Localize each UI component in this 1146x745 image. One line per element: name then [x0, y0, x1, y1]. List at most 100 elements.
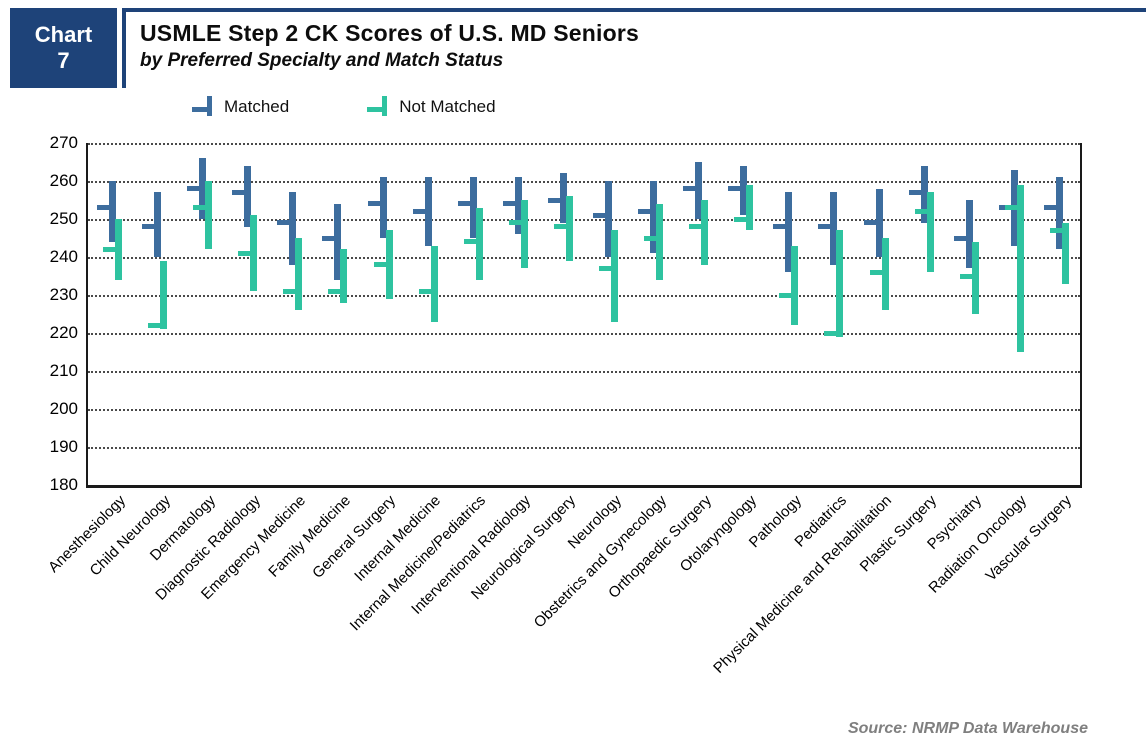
header-top-rule: [122, 8, 1146, 12]
chart-badge-word: Chart: [34, 22, 93, 47]
not-matched-range-bar: [656, 203, 664, 280]
not-matched-range-bar: [881, 238, 889, 311]
matched-median-tick: [547, 197, 561, 203]
not-matched-range-bar: [160, 260, 168, 330]
matched-range-bar: [424, 177, 432, 246]
matched-range-bar: [965, 200, 973, 269]
header-side-rule: [122, 8, 126, 88]
matched-range-marker-icon: [192, 96, 212, 118]
gridline-190: [88, 447, 1080, 449]
matched-range-bar: [244, 165, 252, 227]
y-axis-tick-label: 270: [49, 133, 78, 152]
matched-range-bar: [605, 181, 612, 257]
page-subtitle: by Preferred Specialty and Match Status: [140, 50, 504, 71]
not-matched-median-tick: [1004, 205, 1018, 211]
matched-median-tick: [683, 186, 697, 192]
matched-median-tick: [773, 224, 787, 230]
matched-median-tick: [97, 205, 110, 211]
gridline-230: [88, 295, 1080, 297]
y-axis-tick-label: 200: [49, 399, 78, 418]
gridline-210: [88, 371, 1080, 373]
matched-median-tick: [863, 220, 877, 226]
matched-median-tick: [1043, 205, 1057, 211]
not-matched-range-marker-icon: [367, 96, 388, 118]
matched-median-tick: [728, 186, 742, 192]
not-matched-median-tick: [824, 330, 838, 336]
not-matched-median-tick: [599, 265, 612, 271]
matched-range-bar: [740, 165, 748, 216]
matched-range-bar: [199, 158, 207, 219]
y-axis-tick-label: 190: [49, 437, 78, 456]
not-matched-marker-tick: [367, 107, 383, 112]
not-matched-range-bar: [430, 245, 438, 322]
not-matched-marker-bar: [382, 96, 388, 116]
not-matched-range-bar: [385, 230, 393, 299]
y-axis-tick-label: 220: [49, 323, 78, 342]
matched-range-bar: [109, 181, 116, 242]
not-matched-range-bar: [295, 238, 303, 311]
not-matched-range-bar: [475, 207, 483, 280]
not-matched-median-tick: [148, 322, 162, 328]
matched-median-tick: [412, 208, 426, 214]
legend-item-not-matched: Not Matched: [367, 96, 496, 118]
not-matched-range-bar: [836, 230, 844, 337]
legend-label-not-matched: Not Matched: [399, 97, 496, 116]
matched-range-bar: [695, 162, 703, 219]
not-matched-range-bar: [971, 241, 979, 314]
gridline-240: [88, 257, 1080, 259]
gridline-250: [88, 219, 1080, 221]
matched-median-tick: [908, 189, 922, 195]
matched-range-bar: [514, 177, 522, 235]
not-matched-median-tick: [1049, 227, 1063, 233]
chart-badge-number: 7: [57, 48, 70, 73]
matched-range-bar: [334, 203, 342, 280]
not-matched-range-bar: [611, 230, 618, 322]
not-matched-median-tick: [959, 273, 973, 279]
matched-range-bar: [785, 192, 793, 273]
legend-item-matched: Matched: [192, 96, 289, 118]
matched-range-bar: [559, 173, 567, 223]
matched-median-tick: [367, 201, 381, 207]
gridline-220: [88, 333, 1080, 335]
matched-median-tick: [277, 220, 291, 226]
not-matched-range-bar: [340, 249, 348, 303]
matched-median-tick: [953, 235, 967, 241]
not-matched-median-tick: [553, 224, 567, 230]
not-matched-median-tick: [689, 224, 703, 230]
matched-median-tick: [187, 186, 201, 192]
not-matched-median-tick: [328, 288, 342, 294]
not-matched-range-bar: [1016, 184, 1024, 352]
source-note: Source: NRMP Data Warehouse: [847, 720, 1088, 737]
matched-median-tick: [638, 208, 652, 214]
y-axis-tick-label: 260: [49, 171, 78, 190]
matched-median-tick: [142, 224, 156, 230]
legend-label-matched: Matched: [224, 97, 290, 116]
gridline-260: [88, 181, 1080, 183]
y-axis-tick-label: 230: [49, 285, 78, 304]
not-matched-range-bar: [926, 192, 934, 273]
y-axis-tick-label: 180: [49, 475, 78, 494]
not-matched-range-bar: [520, 200, 528, 269]
not-matched-median-tick: [734, 216, 748, 222]
matched-marker-tick: [192, 107, 207, 112]
not-matched-range-bar: [565, 196, 573, 261]
not-matched-median-tick: [283, 288, 297, 294]
y-axis-tick-label: 240: [49, 247, 78, 266]
legend: Matched Not Matched: [192, 96, 496, 118]
matched-marker-bar: [207, 96, 212, 116]
matched-range-bar: [1055, 177, 1063, 250]
not-matched-range-bar: [115, 219, 122, 280]
not-matched-median-tick: [869, 269, 883, 275]
matched-median-tick: [457, 201, 471, 207]
plot-area: [86, 143, 1082, 488]
gridline-270: [88, 143, 1080, 145]
not-matched-median-tick: [779, 292, 793, 298]
not-matched-range-bar: [1061, 222, 1069, 284]
not-matched-median-tick: [373, 262, 387, 268]
matched-range-bar: [469, 177, 477, 238]
matched-range-bar: [154, 192, 162, 257]
gridline-200: [88, 409, 1080, 411]
not-matched-median-tick: [508, 220, 522, 226]
